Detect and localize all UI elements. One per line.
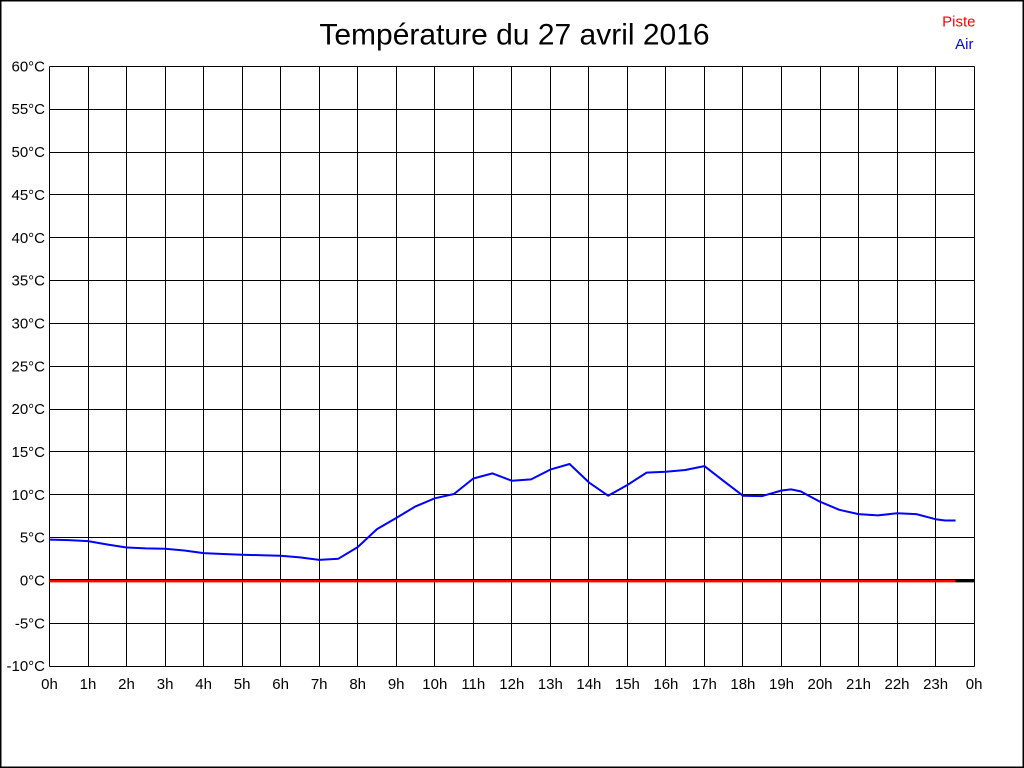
svg-text:45°C: 45°C: [11, 187, 45, 204]
svg-text:4h: 4h: [195, 676, 212, 693]
svg-text:0h: 0h: [966, 676, 983, 693]
svg-text:2h: 2h: [118, 676, 135, 693]
svg-text:11h: 11h: [461, 676, 485, 693]
svg-text:14h: 14h: [576, 676, 601, 693]
svg-text:15h: 15h: [615, 676, 640, 693]
svg-text:25°C: 25°C: [11, 358, 45, 375]
svg-text:5h: 5h: [234, 676, 251, 693]
svg-text:13h: 13h: [538, 676, 563, 693]
svg-text:0h: 0h: [41, 676, 58, 693]
svg-text:60°C: 60°C: [11, 58, 45, 75]
svg-text:55°C: 55°C: [11, 101, 45, 118]
svg-text:16h: 16h: [653, 676, 678, 693]
svg-text:22h: 22h: [884, 676, 909, 693]
svg-text:Piste: Piste: [942, 14, 975, 31]
svg-text:Température du 27 avril 2016: Température du 27 avril 2016: [319, 19, 709, 52]
svg-text:10h: 10h: [422, 676, 447, 693]
svg-text:6h: 6h: [272, 676, 289, 693]
svg-text:10°C: 10°C: [11, 487, 45, 504]
svg-text:Air: Air: [955, 36, 973, 53]
svg-text:21h: 21h: [846, 676, 871, 693]
svg-text:20h: 20h: [807, 676, 832, 693]
svg-text:12h: 12h: [499, 676, 524, 693]
svg-text:35°C: 35°C: [11, 273, 45, 290]
svg-text:18h: 18h: [730, 676, 755, 693]
svg-text:-5°C: -5°C: [15, 615, 45, 632]
svg-text:50°C: 50°C: [11, 144, 45, 161]
svg-text:15°C: 15°C: [11, 444, 45, 461]
svg-text:7h: 7h: [311, 676, 328, 693]
svg-text:3h: 3h: [157, 676, 174, 693]
svg-text:23h: 23h: [923, 676, 948, 693]
svg-text:20°C: 20°C: [11, 401, 45, 418]
svg-text:17h: 17h: [692, 676, 717, 693]
svg-text:8h: 8h: [349, 676, 366, 693]
svg-text:1h: 1h: [80, 676, 97, 693]
svg-text:30°C: 30°C: [11, 316, 45, 333]
svg-text:9h: 9h: [388, 676, 405, 693]
svg-text:19h: 19h: [769, 676, 794, 693]
svg-text:0°C: 0°C: [20, 573, 45, 590]
svg-text:5°C: 5°C: [20, 530, 45, 547]
svg-text:-10°C: -10°C: [6, 658, 45, 675]
svg-text:40°C: 40°C: [11, 230, 45, 247]
